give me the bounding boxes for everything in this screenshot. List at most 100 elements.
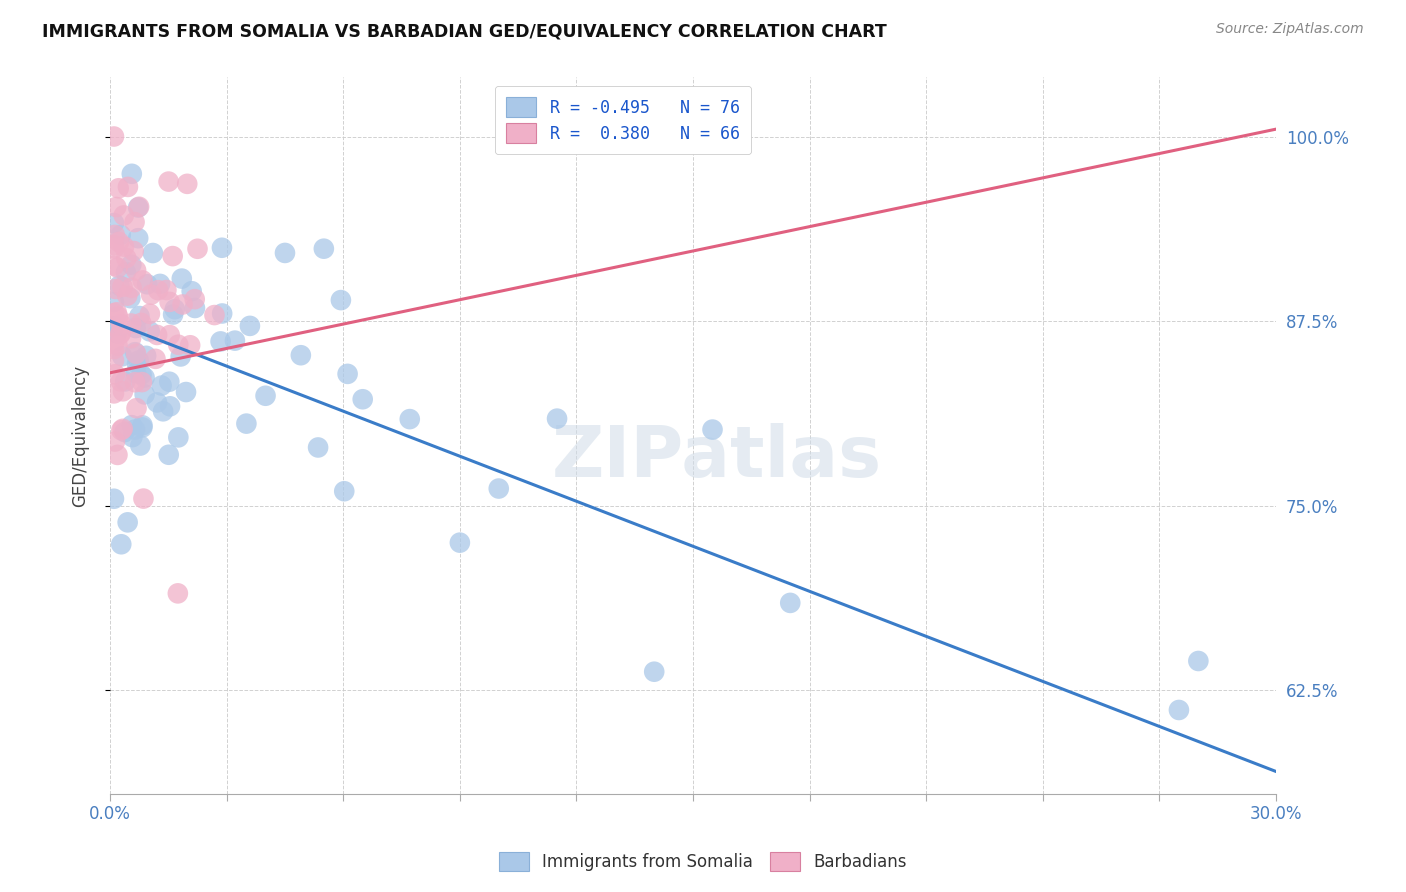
- Point: [103, 319, 125, 334]
- Point: [146, 283, 169, 297]
- Point: [184, 301, 207, 315]
- Point: [150, 378, 173, 392]
- Point: [111, 384, 134, 399]
- Point: [162, 308, 184, 322]
- Point: [176, 177, 198, 191]
- Point: [107, 260, 129, 275]
- Point: [129, 438, 152, 452]
- Point: [449, 535, 471, 549]
- Legend: Immigrants from Somalia, Barbadians: Immigrants from Somalia, Barbadians: [491, 843, 915, 880]
- Point: [110, 326, 132, 341]
- Point: [104, 282, 127, 296]
- Point: [105, 326, 128, 341]
- Point: [142, 246, 165, 260]
- Point: [121, 167, 143, 181]
- Point: [114, 375, 136, 389]
- Point: [103, 335, 125, 350]
- Point: [157, 448, 180, 462]
- Point: [124, 423, 146, 437]
- Point: [157, 175, 180, 189]
- Point: [127, 201, 149, 215]
- Point: [120, 317, 142, 331]
- Text: IMMIGRANTS FROM SOMALIA VS BARBADIAN GED/EQUIVALENCY CORRELATION CHART: IMMIGRANTS FROM SOMALIA VS BARBADIAN GED…: [42, 22, 887, 40]
- Point: [131, 368, 153, 382]
- Point: [117, 180, 139, 194]
- Point: [174, 385, 197, 400]
- Point: [103, 295, 125, 310]
- Point: [124, 345, 146, 359]
- Point: [110, 375, 132, 389]
- Point: [125, 347, 148, 361]
- Point: [110, 423, 132, 437]
- Point: [103, 386, 125, 401]
- Point: [136, 277, 159, 292]
- Point: [145, 351, 167, 366]
- Point: [110, 537, 132, 551]
- Point: [103, 238, 125, 252]
- Point: [103, 342, 125, 356]
- Point: [274, 246, 297, 260]
- Point: [290, 348, 312, 362]
- Point: [128, 309, 150, 323]
- Point: [125, 263, 148, 277]
- Point: [211, 241, 233, 255]
- Point: [103, 129, 125, 144]
- Point: [180, 284, 202, 298]
- Text: ZIPatlas: ZIPatlas: [551, 423, 882, 491]
- Point: [155, 283, 177, 297]
- Point: [224, 334, 246, 348]
- Point: [172, 297, 194, 311]
- Point: [1187, 654, 1209, 668]
- Point: [179, 338, 201, 352]
- Point: [125, 357, 148, 371]
- Point: [149, 277, 172, 291]
- Point: [107, 339, 129, 353]
- Point: [112, 209, 135, 223]
- Point: [107, 448, 129, 462]
- Point: [111, 349, 134, 363]
- Point: [209, 334, 232, 349]
- Point: [103, 216, 125, 230]
- Point: [105, 200, 128, 214]
- Point: [779, 596, 801, 610]
- Point: [211, 306, 233, 320]
- Point: [122, 244, 145, 258]
- Point: [112, 240, 135, 254]
- Point: [117, 516, 139, 530]
- Point: [121, 281, 143, 295]
- Point: [131, 420, 153, 434]
- Point: [124, 321, 146, 335]
- Point: [167, 337, 190, 351]
- Point: [239, 318, 262, 333]
- Point: [107, 181, 129, 195]
- Point: [110, 227, 132, 242]
- Point: [135, 349, 157, 363]
- Point: [546, 411, 568, 425]
- Point: [170, 350, 193, 364]
- Point: [170, 271, 193, 285]
- Point: [115, 251, 138, 265]
- Point: [139, 287, 162, 301]
- Point: [162, 249, 184, 263]
- Point: [129, 316, 152, 330]
- Point: [159, 294, 181, 309]
- Point: [103, 242, 125, 256]
- Point: [110, 317, 132, 331]
- Point: [488, 482, 510, 496]
- Point: [111, 280, 134, 294]
- Point: [115, 265, 138, 279]
- Point: [146, 395, 169, 409]
- Point: [183, 292, 205, 306]
- Point: [125, 401, 148, 416]
- Point: [104, 434, 127, 449]
- Point: [186, 242, 208, 256]
- Point: [131, 418, 153, 433]
- Point: [312, 242, 335, 256]
- Point: [254, 389, 277, 403]
- Point: [107, 310, 129, 324]
- Legend: R = -0.495   N = 76, R =  0.380   N = 66: R = -0.495 N = 76, R = 0.380 N = 66: [495, 86, 751, 154]
- Point: [103, 491, 125, 506]
- Point: [352, 392, 374, 407]
- Y-axis label: GED/Equivalency: GED/Equivalency: [72, 365, 89, 507]
- Point: [114, 425, 136, 439]
